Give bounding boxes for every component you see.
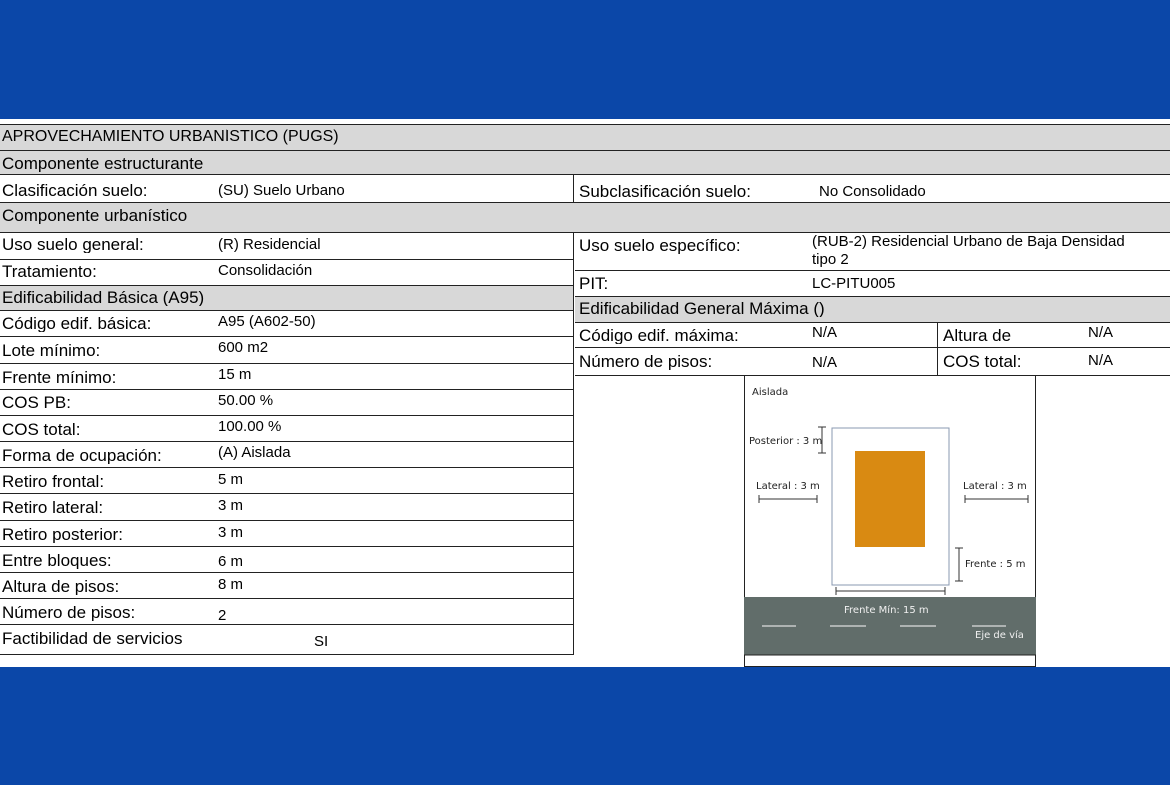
row-value: 50.00 % xyxy=(218,393,274,408)
maxima-title: Edificabilidad General Máxima () xyxy=(579,300,825,317)
row-value: 6 m xyxy=(218,554,244,569)
codigo-maxima-label: Código edif. máxima: xyxy=(579,327,739,344)
altura-value: N/A xyxy=(1088,325,1114,340)
row-value: 8 m xyxy=(218,577,244,592)
row-label: Retiro posterior: xyxy=(2,526,123,543)
setback-diagram: Aislada Posterior : 3 m Lateral : 3 m La… xyxy=(744,375,1036,667)
basica-title: Edificabilidad Básica (A95) xyxy=(2,289,205,306)
eje-via-label: Eje de vía xyxy=(975,629,1024,641)
section-title: APROVECHAMIENTO URBANÍSTICO (PUGS) xyxy=(2,129,339,145)
uso-general-label: Uso suelo general: xyxy=(2,236,144,253)
section-header-band xyxy=(0,124,1170,150)
cos-total-maxima-label: COS total: xyxy=(943,353,1022,370)
frente-label: Frente : 5 m xyxy=(965,559,1026,570)
row-label: Factibilidad de servicios xyxy=(2,630,183,647)
row-value: 600 m2 xyxy=(218,340,269,355)
row-label: Frente mínimo: xyxy=(2,369,117,386)
basica-header-band xyxy=(0,285,573,310)
row-label: COS total: xyxy=(2,421,81,438)
pit-value: LC-PITU005 xyxy=(812,276,896,291)
pit-label: PIT: xyxy=(579,275,609,292)
row-value: 5 m xyxy=(218,472,244,487)
estructurante-header-band xyxy=(0,150,1170,174)
row-label: Código edif. básica: xyxy=(2,315,152,332)
row-label: Altura de pisos: xyxy=(2,578,120,595)
estructurante-title: Componente estructurante xyxy=(2,155,204,172)
uso-especifico-value-line1: (RUB-2) Residencial Urbano de Baja Densi… xyxy=(812,234,1125,249)
row-value: (A) Aislada xyxy=(218,445,291,460)
uso-especifico-label: Uso suelo específico: xyxy=(579,237,741,254)
subclasificacion-value: No Consolidado xyxy=(819,184,926,199)
row-label: Retiro lateral: xyxy=(2,499,104,516)
diagram-title: Aislada xyxy=(752,387,788,398)
urbanistico-header-band xyxy=(0,202,1170,232)
maxima-header-band xyxy=(575,296,1170,322)
tratamiento-value: Consolidación xyxy=(218,263,313,278)
row-value: 3 m xyxy=(218,525,244,540)
row-value: SI xyxy=(314,634,329,649)
clasificacion-label: Clasificación suelo: xyxy=(2,182,148,199)
row-label: COS PB: xyxy=(2,394,71,411)
clasificacion-value: (SU) Suelo Urbano xyxy=(218,183,345,198)
uso-especifico-value-line2: tipo 2 xyxy=(812,252,849,267)
row-value: 2 xyxy=(218,608,227,623)
row-label: Lote mínimo: xyxy=(2,342,101,359)
codigo-maxima-value: N/A xyxy=(812,325,838,340)
row-value: 15 m xyxy=(218,367,252,382)
tratamiento-label: Tratamiento: xyxy=(2,263,97,280)
lateral-right-label: Lateral : 3 m xyxy=(963,481,1027,492)
row-label: Entre bloques: xyxy=(2,552,112,569)
subclasificacion-label: Subclasificación suelo: xyxy=(579,183,751,200)
lateral-left-label: Lateral : 3 m xyxy=(756,481,820,492)
row-label: Forma de ocupación: xyxy=(2,447,162,464)
pisos-maxima-value: N/A xyxy=(812,355,838,370)
row-value: A95 (A602-50) xyxy=(218,314,316,329)
row-value: 3 m xyxy=(218,498,244,513)
row-label: Número de pisos: xyxy=(2,604,136,621)
uso-general-value: (R) Residencial xyxy=(218,237,321,252)
urbanistico-title: Componente urbanístico xyxy=(2,207,188,224)
row-value: 100.00 % xyxy=(218,419,282,434)
pisos-maxima-label: Número de pisos: xyxy=(579,353,713,370)
frente-min-label: Frente Mín: 15 m xyxy=(844,604,929,616)
posterior-label: Posterior : 3 m xyxy=(749,436,822,447)
row-label: Retiro frontal: xyxy=(2,473,105,490)
zoning-sheet: APROVECHAMIENTO URBANÍSTICO (PUGS) Compo… xyxy=(0,119,1170,667)
cos-total-maxima-value: N/A xyxy=(1088,353,1114,368)
altura-label: Altura de xyxy=(943,327,1012,344)
building-footprint xyxy=(855,451,925,547)
